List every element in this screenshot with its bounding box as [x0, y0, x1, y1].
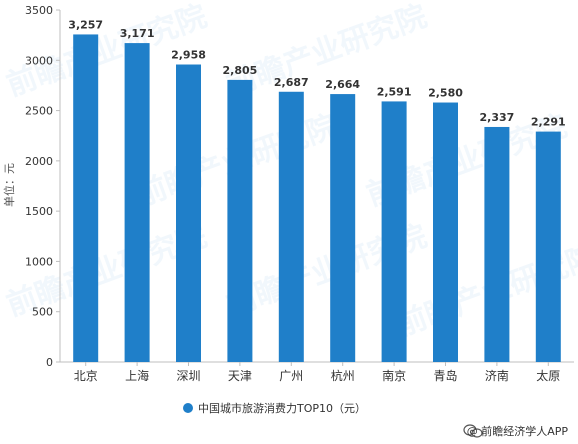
y-tick-label: 1500 — [25, 205, 53, 218]
bar — [73, 34, 99, 363]
x-tick-label: 太原 — [536, 368, 560, 383]
legend: 中国城市旅游消费力TOP10（元） — [183, 401, 366, 415]
x-axis — [60, 361, 574, 366]
bar — [484, 126, 510, 362]
bar-series — [73, 34, 561, 363]
bar — [535, 131, 561, 362]
bar-value-label: 2,291 — [531, 116, 566, 129]
bar-value-label: 2,337 — [480, 111, 515, 124]
bar-value-label: 2,580 — [428, 87, 463, 100]
x-tick-label: 上海 — [125, 368, 149, 383]
bar — [433, 102, 458, 363]
y-tick-label: 2500 — [25, 105, 53, 118]
data-labels: 3,257 3,171 2,958 2,805 2,687 2,664 2,591 2,580… — [68, 18, 565, 128]
bar — [124, 43, 150, 362]
y-axis-label: 单位：元 — [2, 163, 16, 207]
bar-value-label: 3,257 — [68, 18, 103, 31]
x-tick-label: 天津 — [228, 369, 252, 383]
bar — [330, 94, 356, 363]
legend-label: 中国城市旅游消费力TOP10（元） — [198, 401, 366, 415]
x-tick-label: 南京 — [382, 368, 406, 383]
y-tick-label: 2000 — [25, 155, 53, 168]
y-tick-label: 1000 — [25, 255, 53, 268]
category-labels: 北京 上海 深圳 天津 广州 杭州 南京 青岛 济南 太原 — [74, 368, 561, 383]
y-tick-label: 3000 — [25, 54, 53, 67]
bar-value-label: 2,591 — [377, 85, 412, 98]
y-tick-label: 3500 — [25, 4, 53, 17]
bar-value-label: 2,664 — [325, 78, 360, 91]
bar-value-label: 2,958 — [171, 49, 206, 62]
x-tick-label: 北京 — [74, 369, 98, 383]
y-tick-label: 500 — [32, 306, 53, 319]
y-tick-label: 0 — [46, 356, 53, 369]
bar — [227, 79, 253, 362]
x-tick-label: 青岛 — [433, 368, 457, 383]
x-tick-label: 广州 — [279, 369, 303, 383]
bar — [381, 101, 407, 362]
bar-value-label: 2,687 — [274, 76, 309, 89]
y-axis: 0 500 1000 1500 2000 2500 3000 3500 — [25, 4, 61, 369]
x-tick-label: 济南 — [485, 368, 509, 383]
bar-value-label: 3,171 — [120, 27, 155, 40]
x-tick-label: 深圳 — [176, 369, 200, 383]
bar — [278, 91, 304, 362]
credit: @ 前瞻经济学人APP — [463, 424, 569, 438]
bar — [176, 64, 201, 363]
credit-label: @ 前瞻经济学人APP — [467, 424, 569, 438]
legend-marker — [183, 403, 193, 413]
bar-value-label: 2,805 — [223, 64, 258, 77]
x-tick-label: 杭州 — [331, 368, 355, 383]
wechat-icon — [463, 424, 483, 438]
